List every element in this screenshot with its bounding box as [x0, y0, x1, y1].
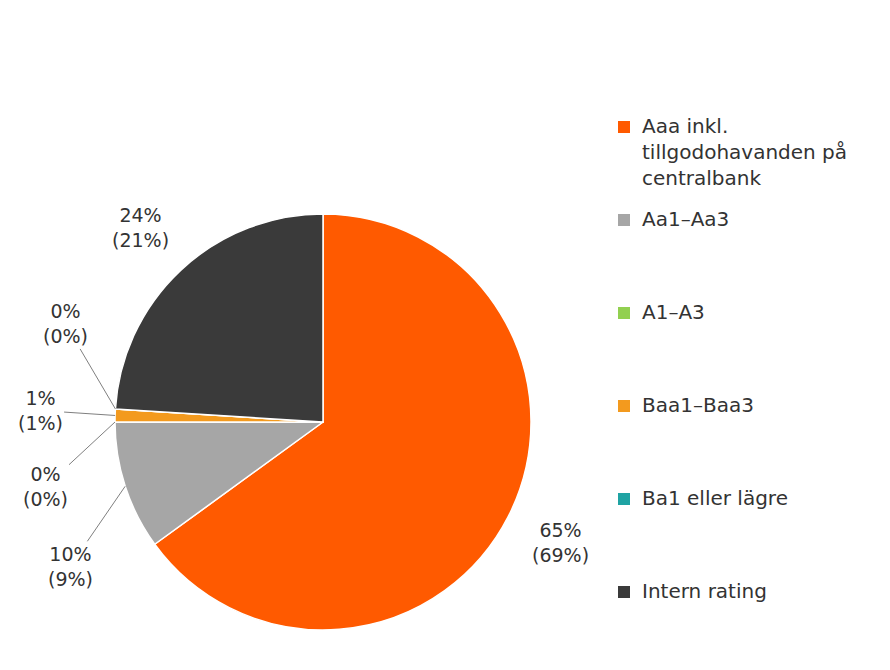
svg-text:10%(9%): 10%(9%) — [48, 543, 93, 590]
svg-text:Baa1–Baa3: Baa1–Baa3 — [642, 393, 754, 417]
svg-text:Aaa inkl.tillgodohavanden påce: Aaa inkl.tillgodohavanden påcentralbank — [642, 114, 847, 190]
svg-text:0%(0%): 0%(0%) — [23, 463, 68, 510]
svg-text:1%(1%): 1%(1%) — [18, 387, 63, 434]
svg-text:A1–A3: A1–A3 — [642, 300, 705, 324]
svg-text:0%(0%): 0%(0%) — [43, 300, 88, 347]
svg-text:24%(21%): 24%(21%) — [112, 204, 169, 251]
svg-text:65%(69%): 65%(69%) — [532, 519, 589, 566]
svg-text:Intern rating: Intern rating — [642, 579, 767, 603]
svg-text:Ba1 eller lägre: Ba1 eller lägre — [642, 486, 788, 510]
svg-text:Aa1–Aa3: Aa1–Aa3 — [642, 207, 729, 231]
